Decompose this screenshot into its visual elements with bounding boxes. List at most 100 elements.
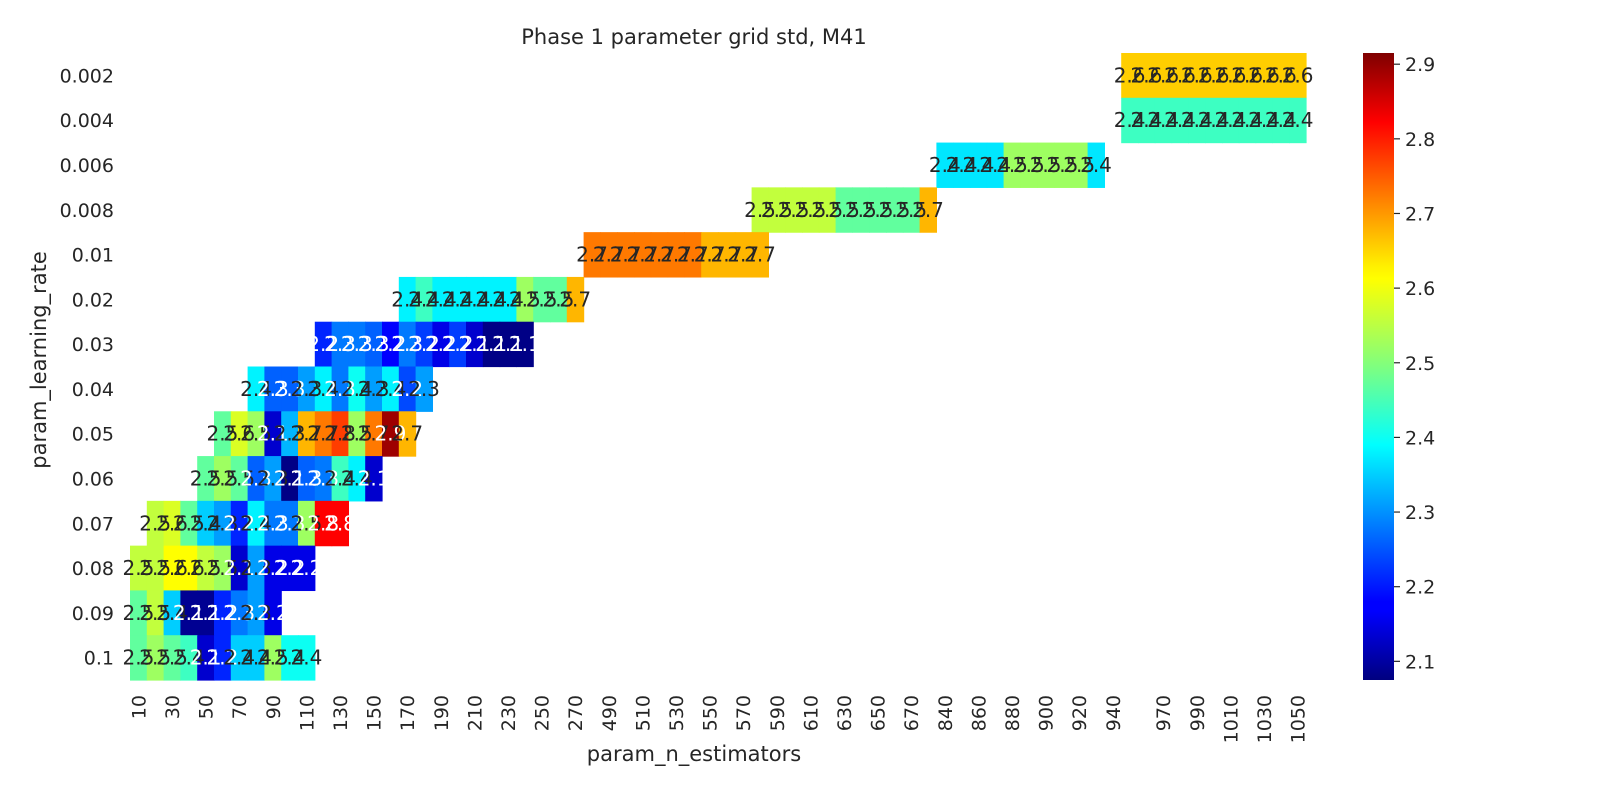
heatmap-cell-value: 2.6 [1214,63,1246,87]
heatmap-cell [516,321,534,368]
heatmap-cell [163,635,181,681]
heatmap-cell-value: 2.1 [257,422,289,446]
x-tick-label: 880 [1002,695,1024,731]
x-tick-label: 860 [968,695,990,731]
x-tick-label: 1030 [1254,695,1276,743]
heatmap-cell-value: 2.7 [912,198,944,222]
heatmap-cell [449,321,467,368]
heatmap-cell-value: 2.5 [190,466,222,490]
heatmap-cell-value: 2.4 [1265,108,1297,132]
heatmap-cell-value: 2.4 [475,287,507,311]
heatmap-cell-value: 2.7 [290,422,322,446]
heatmap-cell-value: 2.7 [626,243,658,267]
heatmap-cell [1188,53,1206,99]
heatmap-cell [314,500,333,547]
heatmap-cell-value: 2.4 [1147,108,1179,132]
heatmap-cell [214,411,232,457]
heatmap-cell [264,590,282,636]
heatmap-cell-value: 2.7 [677,243,709,267]
heatmap-cell-value: 2.5 [828,198,860,222]
heatmap-cell-value: 2.4 [442,287,474,311]
heatmap-cell-value: 2.4 [1130,108,1162,132]
heatmap-cell [516,276,534,323]
heatmap-cell-value: 2.4 [240,511,272,535]
heatmap-cell-value: 2.3 [257,377,289,401]
heatmap-cell [902,187,921,233]
colorbar-tick-label: 2.7 [1405,203,1435,225]
x-tick-label: 510 [632,695,654,731]
heatmap-cell-value: 2.7 [576,243,608,267]
heatmap-cell [566,276,585,323]
y-tick-label: 0.08 [72,558,114,580]
heatmap-cell [919,187,937,233]
heatmap-cell-value: 2.1 [274,466,306,490]
heatmap-cell [432,276,450,323]
heatmap-cell [398,321,417,368]
heatmap-cell-value: 2.3 [274,422,306,446]
heatmap-cell-value: 2.5 [206,466,238,490]
heatmap-cell-value: 2.7 [358,422,390,446]
heatmap-cell-value: 2.5 [206,556,238,580]
heatmap-cell [197,635,215,681]
heatmap-cell [180,590,198,636]
heatmap-cell-value: 2.5 [878,198,910,222]
heatmap-cell [146,545,165,592]
heatmap-cell [130,590,148,636]
heatmap-cell [751,187,769,233]
heatmap-cell-value: 2.4 [341,377,373,401]
heatmap-cell-value: 2.4 [1198,108,1230,132]
heatmap-cell [1121,97,1139,144]
y-tick-label: 0.002 [60,65,114,87]
colorbar-ticks: 2.1 2.2 2.3 2.4 2.5 2.6 2.7 2.8 2.9 [1394,54,1435,673]
heatmap-cell [1205,53,1223,99]
heatmap-cell-value: 2.4 [1114,108,1146,132]
heatmap-cell-value: 2.3 [290,466,322,490]
heatmap-cell [180,545,198,592]
heatmap-cell-value: 2.7 [307,422,339,446]
x-tick-label: 840 [935,695,957,731]
heatmap-cell-value: 2.5 [156,646,188,670]
heatmap-cell-value: 2.2 [408,332,440,356]
x-tick-label: 940 [1103,695,1125,731]
heatmap-cell-value: 2.5 [845,198,877,222]
heatmap-cell [986,142,1005,188]
heatmap-cell [634,232,652,278]
heatmap-cell [1238,53,1257,99]
heatmap-cell-value: 2.2 [206,601,238,625]
x-tick-label: 970 [1153,695,1175,731]
y-tick-label: 0.03 [72,334,114,356]
heatmap-cell-value: 2.5 [542,287,574,311]
x-tick-label: 50 [196,695,218,719]
heatmap-cell-value: 2.5 [744,198,776,222]
heatmap-cell [1289,53,1307,99]
heatmap-cell [163,545,181,592]
heatmap-cell [701,232,719,278]
heatmap-cell [1255,53,1273,99]
heatmap-cell [264,635,282,681]
heatmap-cell [1272,53,1290,99]
heatmap-cell [281,411,299,457]
colorbar-tick-label: 2.4 [1405,427,1435,449]
heatmap-cell-value: 2.3 [274,511,306,535]
heatmap-cell [1154,97,1173,144]
heatmap-cell-value: 2.6 [1231,63,1263,87]
heatmap-cell-value: 2.3 [206,511,238,535]
x-tick-label: 900 [1036,695,1058,731]
heatmap-cell [230,456,249,502]
heatmap-cell [415,366,433,412]
heatmap-cell-value: 2.5 [811,198,843,222]
heatmap-cell [970,142,988,188]
heatmap-cells [130,53,1307,681]
heatmap-cell-value: 2.3 [223,601,255,625]
heatmap-cell [348,411,366,457]
x-tick-label: 30 [162,695,184,719]
heatmap-cell [482,276,501,323]
heatmap-cell [734,232,753,278]
heatmap-cell-value: 2.4 [190,511,222,535]
heatmap-cell [1188,97,1206,144]
heatmap-cell-value: 2.5 [341,422,373,446]
y-tick-label: 0.01 [72,245,114,267]
x-tick-label: 130 [330,695,352,731]
heatmap-cell [146,635,165,681]
x-tick-label: 490 [599,695,621,731]
